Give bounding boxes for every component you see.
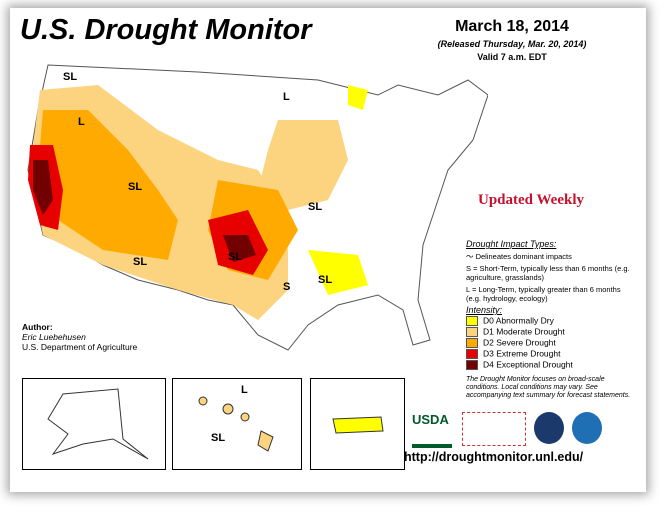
hawaii-inset: L SL	[172, 378, 302, 470]
d3-swatch	[466, 349, 478, 359]
noaa-logo	[572, 412, 602, 444]
svg-text:L: L	[241, 384, 248, 396]
d2-swatch	[466, 338, 478, 348]
ndmc-logo	[462, 412, 526, 446]
long-term-text: L = Long-Term, typically greater than 6 …	[466, 285, 621, 303]
website-link[interactable]: http://droughtmonitor.unl.edu/	[404, 450, 584, 464]
page-title: U.S. Drought Monitor	[20, 14, 312, 46]
svg-text:S: S	[283, 281, 290, 293]
alaska-inset	[22, 378, 166, 470]
intensity-heading: Intensity:	[466, 305, 503, 315]
impact-types-heading: Drought Impact Types:	[466, 239, 557, 249]
d0-spots	[308, 85, 368, 295]
d4-swatch	[466, 360, 478, 370]
d2-west	[38, 110, 178, 260]
svg-text:SL: SL	[211, 432, 225, 444]
svg-text:SL: SL	[228, 251, 242, 263]
d1-plains	[258, 120, 348, 210]
svg-text:SL: SL	[318, 274, 332, 286]
delineates-text: 〜 Delineates dominant impacts	[466, 252, 572, 261]
d1-swatch	[466, 327, 478, 337]
valid-time: Valid 7 a.m. EDT	[477, 52, 547, 62]
drought-monitor-note: The Drought Monitor focuses on broad-sca…	[466, 376, 631, 399]
svg-text:SL: SL	[128, 181, 142, 193]
legend: Drought Impact Types: 〜 Delineates domin…	[466, 240, 636, 400]
map-date: March 18, 2014	[455, 18, 569, 35]
svg-text:L: L	[283, 91, 290, 103]
svg-text:L: L	[78, 116, 85, 128]
updated-weekly-label: Updated Weekly	[478, 192, 584, 208]
impact-line-icon: 〜	[466, 252, 476, 261]
svg-text:SL: SL	[63, 71, 77, 83]
impact-labels: SL L SL SL SL SL S SL L L	[63, 71, 332, 293]
d4-southwest	[223, 235, 256, 262]
svg-text:SL: SL	[133, 256, 147, 268]
commerce-seal	[534, 412, 564, 444]
d0-swatch	[466, 316, 478, 326]
author-block: Author: Eric Luebehusen U.S. Department …	[22, 322, 138, 352]
svg-text:SL: SL	[308, 201, 322, 213]
usda-logo: USDA	[412, 412, 452, 448]
puerto-rico-inset	[310, 378, 405, 470]
release-date: (Released Thursday, Mar. 20, 2014)	[437, 39, 587, 49]
short-term-text: S = Short-Term, typically less than 6 mo…	[466, 264, 630, 282]
d4-california	[33, 160, 53, 215]
us-drought-map: SL L SL SL SL SL S SL L L	[27, 64, 488, 351]
